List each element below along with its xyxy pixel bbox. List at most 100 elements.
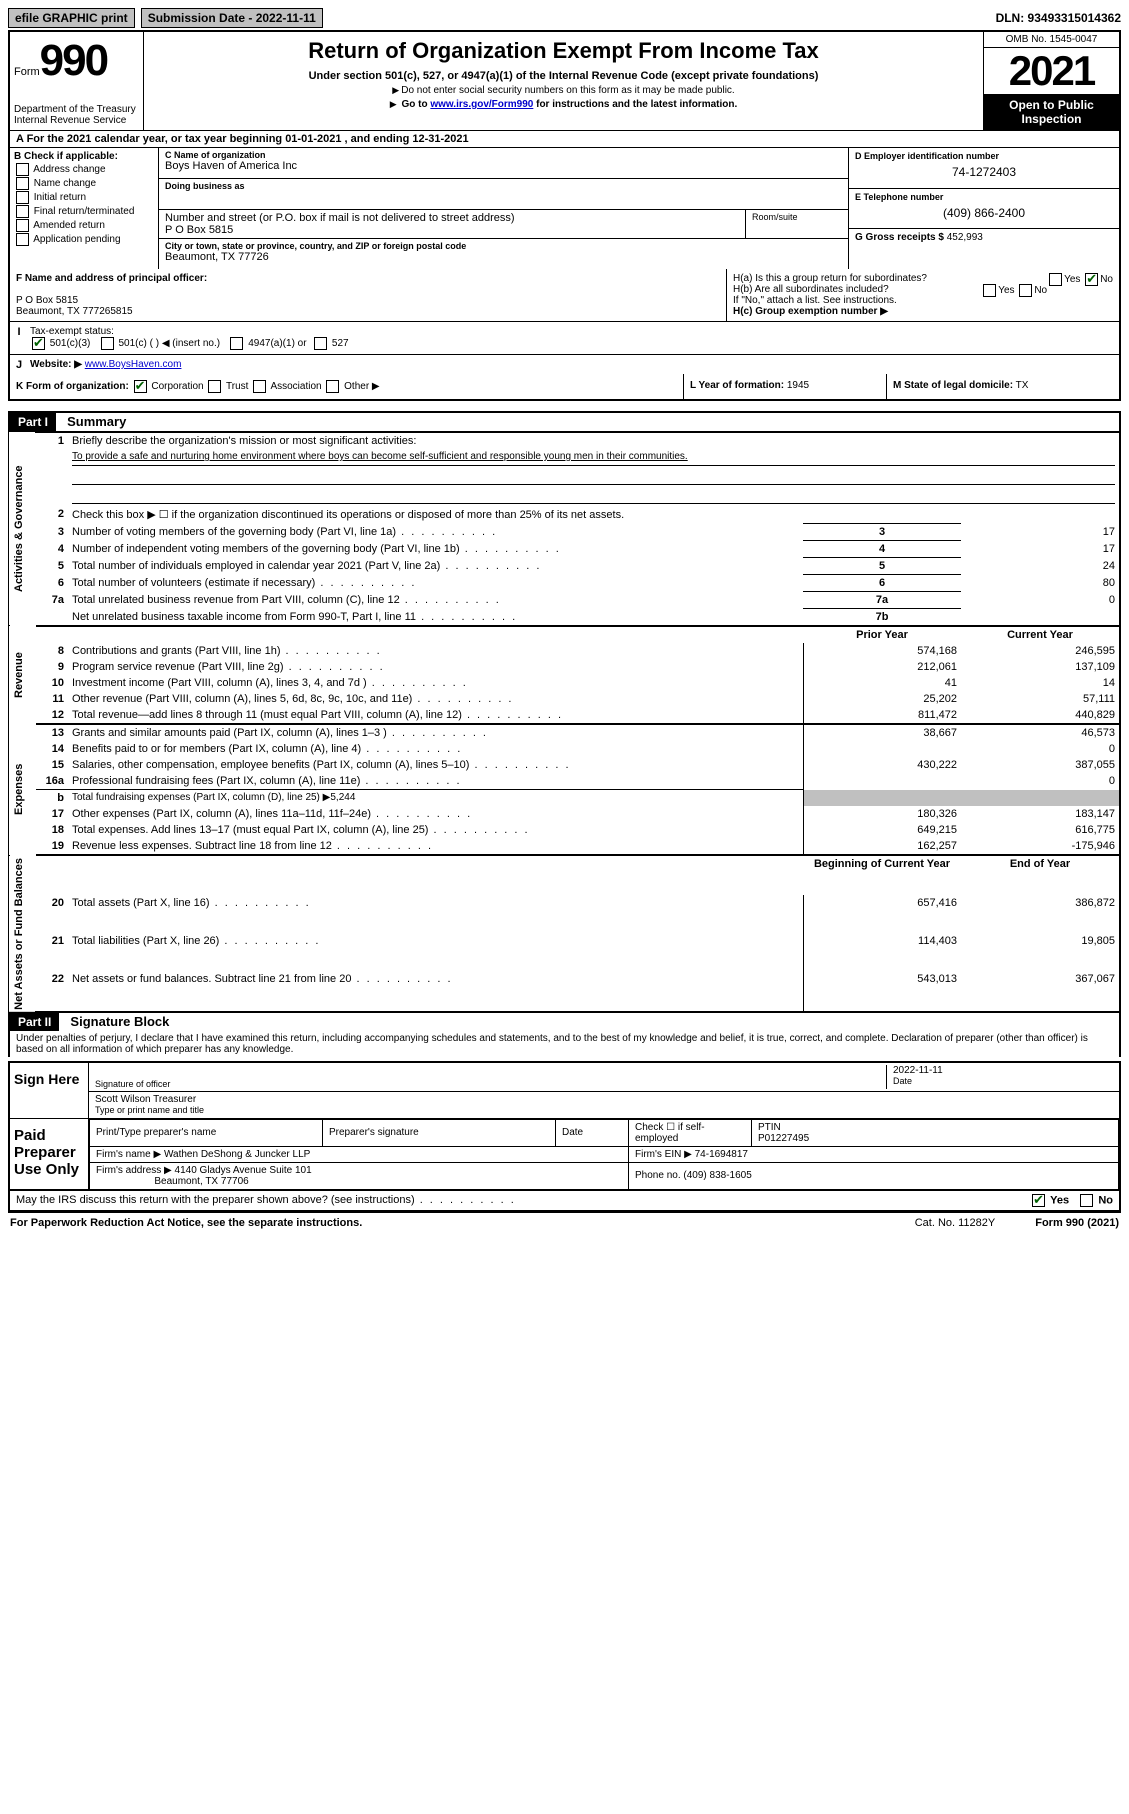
part2-title: Signature Block xyxy=(62,1014,169,1029)
sig-date: 2022-11-11 xyxy=(893,1065,1113,1076)
year-formation-label: L Year of formation: xyxy=(690,380,784,391)
paid-prep-label: Paid Preparer Use Only xyxy=(10,1119,89,1189)
chk-4947[interactable] xyxy=(230,337,243,350)
note-goto-post: for instructions and the latest informat… xyxy=(533,99,737,110)
row-i: I Tax-exempt status: 501(c)(3) 501(c) ( … xyxy=(8,322,1121,355)
form-number: 990 xyxy=(40,36,107,85)
form-header: Form990 Department of the Treasury Inter… xyxy=(8,30,1121,130)
phone-label: E Telephone number xyxy=(855,192,1113,202)
may-irs-yes[interactable] xyxy=(1032,1194,1045,1207)
chk-527[interactable] xyxy=(314,337,327,350)
firm-addr-label: Firm's address ▶ xyxy=(96,1165,172,1176)
chk-initial-return[interactable] xyxy=(16,191,29,204)
domicile: TX xyxy=(1016,380,1029,391)
efile-label: efile GRAPHIC print xyxy=(8,8,135,28)
chk-final-return[interactable] xyxy=(16,205,29,218)
col-b-checkboxes: B Check if applicable: Address change Na… xyxy=(10,148,159,269)
col-d-e-g: D Employer identification number 74-1272… xyxy=(848,148,1119,269)
irs-label: Internal Revenue Service xyxy=(14,115,139,126)
vert-ag: Activities & Governance xyxy=(9,432,36,626)
irs-link[interactable]: www.irs.gov/Form990 xyxy=(430,99,533,110)
org-name-label: C Name of organization xyxy=(165,150,842,160)
chk-501c3[interactable] xyxy=(32,337,45,350)
chk-501c[interactable] xyxy=(101,337,114,350)
officer-name: Scott Wilson Treasurer xyxy=(95,1094,1113,1105)
chk-assoc[interactable] xyxy=(253,380,266,393)
row-j: J Website: ▶ www.BoysHaven.com xyxy=(8,355,1121,374)
phone-value: (409) 866-2400 xyxy=(855,202,1113,220)
ha-no[interactable] xyxy=(1085,273,1098,286)
chk-address-change[interactable] xyxy=(16,163,29,176)
firm-phone: (409) 838-1605 xyxy=(683,1170,751,1181)
prep-name-label: Print/Type preparer's name xyxy=(90,1119,323,1146)
col-c: C Name of organization Boys Haven of Ame… xyxy=(159,148,848,269)
type-name-label: Type or print name and title xyxy=(95,1105,1113,1115)
hb-no[interactable] xyxy=(1019,284,1032,297)
ha-yes[interactable] xyxy=(1049,273,1062,286)
website-label: Website: ▶ xyxy=(30,359,82,370)
hb-note: If "No," attach a list. See instructions… xyxy=(733,295,1113,306)
chk-other[interactable] xyxy=(326,380,339,393)
ptin: P01227495 xyxy=(758,1133,809,1144)
ptin-label: PTIN xyxy=(758,1122,781,1133)
part1-badge: Part I xyxy=(10,413,56,431)
year-formation: 1945 xyxy=(787,380,809,391)
firm-ein: 74-1694817 xyxy=(695,1149,748,1160)
top-bar: efile GRAPHIC print Submission Date - 20… xyxy=(8,8,1121,28)
vert-na: Net Assets or Fund Balances xyxy=(9,855,36,1012)
preparer-table: Print/Type preparer's name Preparer's si… xyxy=(89,1119,1119,1189)
city-value: Beaumont, TX 77726 xyxy=(165,251,842,263)
may-irs-text: May the IRS discuss this return with the… xyxy=(16,1194,516,1207)
firm-name: Wathen DeShong & Juncker LLP xyxy=(164,1149,310,1160)
may-irs-no[interactable] xyxy=(1080,1194,1093,1207)
dba-label: Doing business as xyxy=(165,181,842,191)
prep-sig-label: Preparer's signature xyxy=(323,1119,556,1146)
officer-label: F Name and address of principal officer: xyxy=(16,273,207,284)
ein-value: 74-1272403 xyxy=(855,161,1113,179)
chk-app-pending[interactable] xyxy=(16,233,29,246)
form-title: Return of Organization Exempt From Incom… xyxy=(148,38,979,64)
officer-addr1: P O Box 5815 xyxy=(16,295,78,306)
row-klm: K Form of organization: Corporation Trus… xyxy=(8,374,1121,401)
part2-badge: Part II xyxy=(10,1013,59,1031)
officer-addr2: Beaumont, TX 777265815 xyxy=(16,306,133,317)
form-org-label: K Form of organization: xyxy=(16,381,129,392)
signature-block: Sign Here Signature of officer 2022-11-1… xyxy=(8,1061,1121,1191)
hb-label: H(b) Are all subordinates included? xyxy=(733,284,889,295)
firm-addr2: Beaumont, TX 77706 xyxy=(154,1176,248,1187)
domicile-label: M State of legal domicile: xyxy=(893,380,1013,391)
ha-label: H(a) Is this a group return for subordin… xyxy=(733,273,927,284)
row-f-h: F Name and address of principal officer:… xyxy=(8,269,1121,322)
form-prefix: Form xyxy=(14,66,40,78)
hc-label: H(c) Group exemption number ▶ xyxy=(733,306,888,317)
form-subtitle: Under section 501(c), 527, or 4947(a)(1)… xyxy=(148,70,979,82)
chk-trust[interactable] xyxy=(208,380,221,393)
vert-exp: Expenses xyxy=(9,724,36,855)
chk-name-change[interactable] xyxy=(16,177,29,190)
header-mid: Return of Organization Exempt From Incom… xyxy=(144,32,983,130)
part1-header-row: Part I Summary xyxy=(8,411,1121,431)
footer: For Paperwork Reduction Act Notice, see … xyxy=(8,1212,1121,1233)
prep-check: Check ☐ if self-employed xyxy=(629,1119,752,1146)
form-ref: Form 990 (2021) xyxy=(1035,1217,1119,1229)
pra-notice: For Paperwork Reduction Act Notice, see … xyxy=(10,1217,362,1229)
firm-addr1: 4140 Gladys Avenue Suite 101 xyxy=(175,1165,312,1176)
website-link[interactable]: www.BoysHaven.com xyxy=(85,359,182,370)
firm-phone-label: Phone no. xyxy=(635,1170,681,1181)
suite-label: Room/suite xyxy=(746,210,848,238)
chk-amended[interactable] xyxy=(16,219,29,232)
gross-label: G Gross receipts $ xyxy=(855,232,944,243)
part2-header-row: Part II Signature Block xyxy=(8,1013,1121,1031)
date-label: Date xyxy=(893,1076,1113,1086)
ein-label: D Employer identification number xyxy=(855,151,1113,161)
dept-label: Department of the Treasury xyxy=(14,104,139,115)
block-b-to-g: B Check if applicable: Address change Na… xyxy=(8,148,1121,269)
vert-rev: Revenue xyxy=(9,626,36,724)
city-label: City or town, state or province, country… xyxy=(165,241,842,251)
org-name: Boys Haven of America Inc xyxy=(165,160,842,172)
street-label: Number and street (or P.O. box if mail i… xyxy=(165,212,739,224)
chk-corp[interactable] xyxy=(134,380,147,393)
firm-ein-label: Firm's EIN ▶ xyxy=(635,1149,692,1160)
note-ssn: Do not enter social security numbers on … xyxy=(148,85,979,96)
hb-yes[interactable] xyxy=(983,284,996,297)
